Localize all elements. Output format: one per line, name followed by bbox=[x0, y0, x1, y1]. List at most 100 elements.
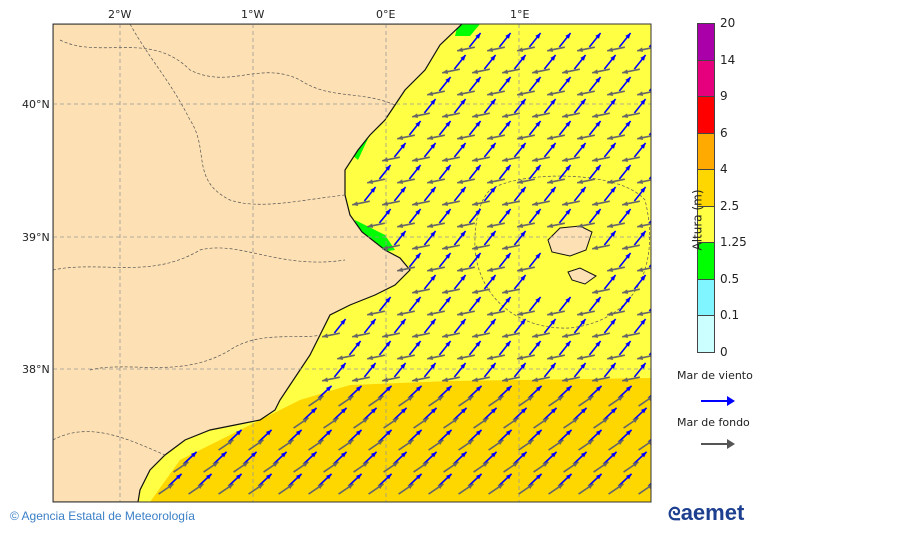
wind-sea-arrow bbox=[617, 385, 633, 399]
wind-sea-arrow bbox=[423, 230, 437, 246]
sea-green bbox=[455, 24, 480, 36]
swell-arrow bbox=[458, 395, 474, 407]
swell-arrow bbox=[472, 156, 490, 162]
aemet-logo: ᘓaemet bbox=[668, 500, 745, 525]
swell-arrow bbox=[622, 68, 640, 74]
wind-sea-arrow bbox=[438, 296, 452, 312]
wind-sea-arrow bbox=[453, 186, 467, 202]
formentera bbox=[567, 267, 597, 285]
swell-arrow bbox=[442, 68, 460, 74]
wind-sea-arrow bbox=[362, 451, 378, 465]
swell-arrow bbox=[188, 483, 204, 495]
wind-sea-arrow bbox=[572, 451, 588, 465]
wind-sea-arrow bbox=[483, 362, 497, 378]
wind-sea-arrow bbox=[513, 318, 527, 334]
wind-sea-arrow bbox=[377, 473, 393, 487]
wind-sea-arrow bbox=[588, 32, 602, 48]
lon-tick: 1°E bbox=[510, 8, 529, 21]
swell-arrow bbox=[367, 354, 385, 360]
wind-sea-arrow bbox=[393, 230, 407, 246]
swell-arrow bbox=[517, 134, 535, 140]
wind-sea-arrow bbox=[378, 208, 392, 224]
swell-arrow bbox=[427, 310, 445, 316]
swell-arrow bbox=[623, 417, 639, 429]
wind-sea-arrow bbox=[348, 340, 362, 356]
wind-sea-arrow bbox=[588, 340, 602, 356]
swell-arrow bbox=[562, 112, 580, 118]
swell-arrow bbox=[577, 354, 595, 360]
colorbar-label: 4 bbox=[720, 162, 728, 176]
swell-arrow bbox=[382, 332, 400, 338]
swell-arrow bbox=[457, 266, 475, 272]
wind-sea-arrow bbox=[437, 385, 453, 399]
swell-arrow bbox=[592, 156, 610, 162]
swell-arrow bbox=[442, 156, 460, 162]
wind-sea-arrow bbox=[483, 318, 497, 334]
swell-arrow bbox=[173, 461, 189, 473]
lat-tick: 39°N bbox=[22, 231, 50, 244]
wind-sea-arrow bbox=[498, 32, 512, 48]
lon-tick: 0°E bbox=[376, 8, 395, 21]
swell-arrow bbox=[412, 376, 430, 382]
wind-sea-arrow bbox=[407, 385, 423, 399]
swell-arrow bbox=[562, 376, 580, 382]
swell-arrow bbox=[368, 395, 384, 407]
wind-sea-arrow bbox=[482, 451, 498, 465]
swell-arrow bbox=[577, 222, 595, 228]
swell-arrow bbox=[547, 354, 565, 360]
wind-sea-arrow bbox=[498, 252, 512, 268]
swell-arrow bbox=[383, 461, 399, 473]
wind-sea-arrow bbox=[362, 407, 378, 421]
wind-sea-arrow bbox=[272, 451, 288, 465]
swell-arrow bbox=[218, 439, 234, 451]
wind-sea-arrow bbox=[513, 54, 527, 70]
wind-sea-arrow bbox=[527, 385, 543, 399]
wind-sea-arrow bbox=[528, 32, 542, 48]
wind-sea-arrow bbox=[453, 274, 467, 290]
swell-arrow bbox=[308, 439, 324, 451]
swell-arrow bbox=[413, 461, 429, 473]
wind-sea-arrow bbox=[468, 340, 482, 356]
swell-arrow bbox=[502, 376, 520, 382]
lon-tick: 2°W bbox=[108, 8, 131, 21]
swell-arrow bbox=[502, 332, 520, 338]
wind-sea-arrow bbox=[632, 451, 648, 465]
colorbar-label: 14 bbox=[720, 52, 736, 67]
swell-arrow bbox=[442, 376, 460, 382]
colorbar-label: 9 bbox=[720, 89, 728, 103]
swell-arrow bbox=[637, 267, 651, 272]
swell-arrow bbox=[382, 156, 400, 162]
wind-sea-arrow bbox=[483, 230, 497, 246]
swell-arrow bbox=[607, 310, 625, 316]
wind-sea-arrow bbox=[498, 76, 512, 92]
wind-sea-arrow bbox=[438, 208, 452, 224]
swell-arrow bbox=[308, 395, 324, 407]
wind-sea-arrow bbox=[483, 274, 497, 290]
swell-arrow bbox=[547, 90, 565, 96]
swell-arrow bbox=[592, 332, 610, 338]
swell-arrow bbox=[427, 90, 445, 96]
wind-sea-arrow bbox=[543, 142, 557, 158]
wind-sea-arrow bbox=[513, 98, 527, 114]
wind-sea-arrow bbox=[633, 274, 647, 290]
swell-arrow bbox=[278, 439, 294, 451]
wind-sea-arrow bbox=[438, 76, 452, 92]
swell-arrow bbox=[158, 483, 174, 495]
swell-arrow bbox=[547, 222, 565, 228]
wind-sea-arrow bbox=[227, 473, 243, 487]
wind-sea-arrow bbox=[438, 120, 452, 136]
swell-arrow bbox=[397, 222, 415, 228]
wind-sea-arrow bbox=[603, 230, 617, 246]
wind-sea-arrow bbox=[467, 473, 483, 487]
wind-sea-arrow bbox=[287, 429, 303, 443]
wind-sea-arrow bbox=[437, 473, 453, 487]
swell-arrow bbox=[532, 376, 550, 382]
swell-arrow bbox=[593, 417, 609, 429]
swell-arrow bbox=[577, 46, 595, 52]
swell-arrow bbox=[562, 68, 580, 74]
wind-sea-arrow bbox=[527, 473, 543, 487]
colorbar-segment bbox=[697, 315, 715, 353]
wind-sea-arrow bbox=[513, 274, 527, 290]
swell-arrow bbox=[382, 200, 400, 206]
wind-sea-arrow bbox=[497, 473, 513, 487]
